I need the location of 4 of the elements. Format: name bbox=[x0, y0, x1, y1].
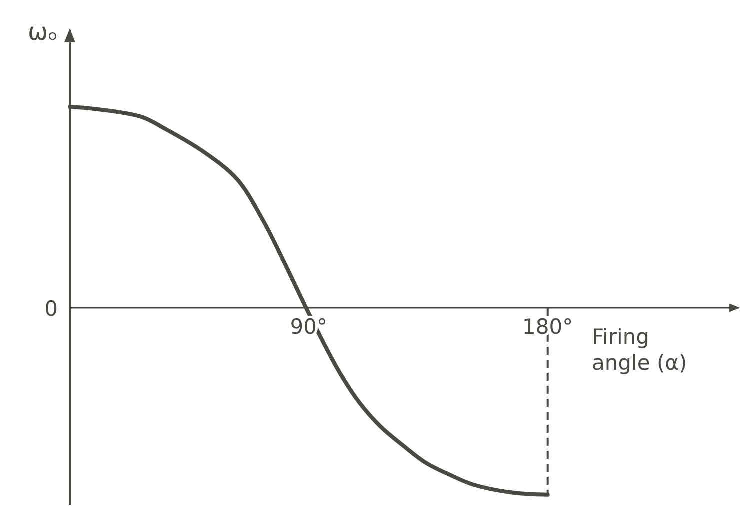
x-axis-title: Firing angle (α) bbox=[592, 325, 688, 375]
text: 0 bbox=[44, 297, 58, 321]
y-axis-title: ωₒ bbox=[28, 18, 58, 46]
x-tick-label: 180° bbox=[522, 315, 574, 339]
